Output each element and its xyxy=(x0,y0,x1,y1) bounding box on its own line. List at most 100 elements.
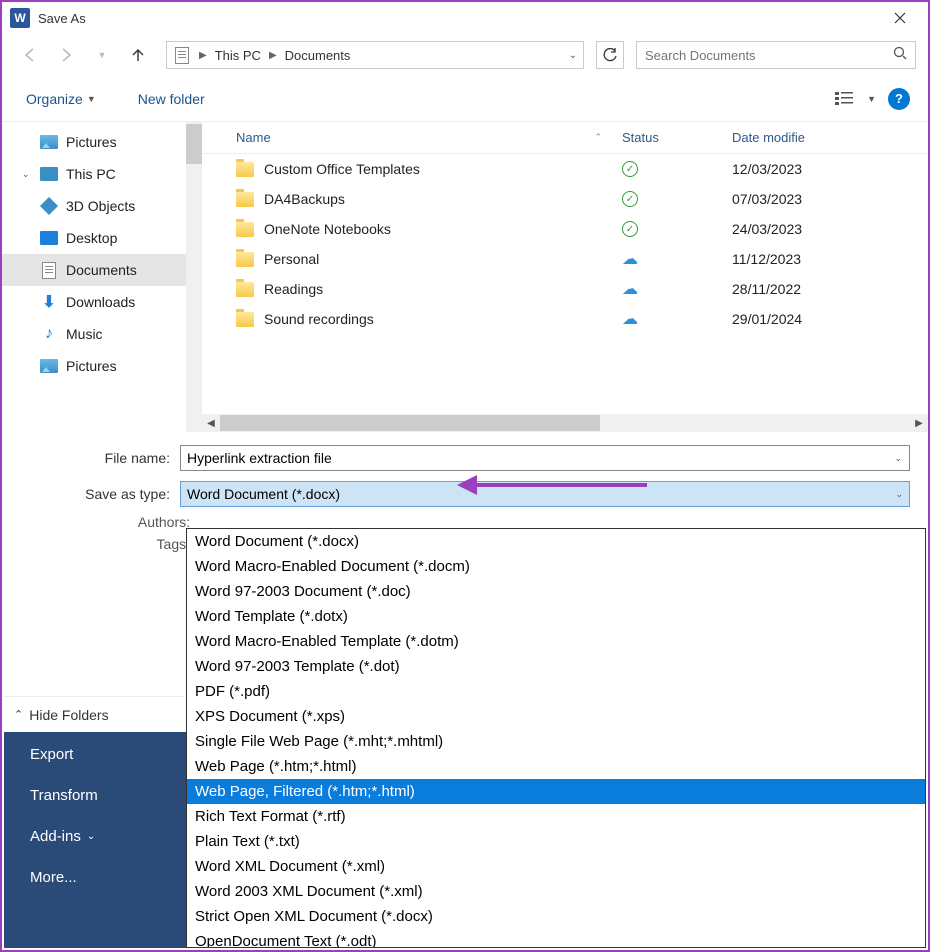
navigation-sidebar: Pictures ⌄ This PC 3D Objects Desktop Documen… xyxy=(2,122,202,432)
column-status[interactable]: Status xyxy=(622,130,732,145)
search-box[interactable] xyxy=(636,41,916,69)
close-button[interactable] xyxy=(880,2,920,34)
file-row[interactable]: Readings☁28/11/2022 xyxy=(202,274,928,304)
sidebar-item-desktop[interactable]: Desktop xyxy=(2,222,202,254)
sidebar-item-this-pc[interactable]: ⌄ This PC xyxy=(2,158,202,190)
forward-button[interactable] xyxy=(50,39,82,71)
back-button[interactable] xyxy=(14,39,46,71)
organize-label: Organize xyxy=(26,91,83,107)
help-button[interactable]: ? xyxy=(888,88,910,110)
type-option[interactable]: Word 97-2003 Document (*.doc) xyxy=(187,579,925,604)
column-date[interactable]: Date modifie xyxy=(732,130,928,145)
sidebar-item-label: Pictures xyxy=(66,134,117,150)
folder-icon xyxy=(236,252,254,267)
sidebar-item-pictures[interactable]: Pictures xyxy=(2,350,202,382)
hide-folders-label: Hide Folders xyxy=(29,707,108,723)
sidebar-item-pictures[interactable]: Pictures xyxy=(2,126,202,158)
file-row[interactable]: Personal☁11/12/2023 xyxy=(202,244,928,274)
scroll-left-icon[interactable]: ◀ xyxy=(202,418,220,429)
sidebar-item-label: Desktop xyxy=(66,230,117,246)
newfolder-label: New folder xyxy=(138,91,205,107)
type-option[interactable]: Word Document (*.docx) xyxy=(187,529,925,554)
file-row[interactable]: Custom Office Templates✓12/03/2023 xyxy=(202,154,928,184)
up-button[interactable] xyxy=(122,39,154,71)
backstage-panel: Export Transform Add-ins⌄ More... xyxy=(4,732,186,948)
sidebar-item-label: Downloads xyxy=(66,294,135,310)
organize-menu[interactable]: Organize▼ xyxy=(20,87,102,111)
3d-icon xyxy=(40,197,58,215)
type-option[interactable]: Word XML Document (*.xml) xyxy=(187,854,925,879)
type-option[interactable]: Web Page, Filtered (*.htm;*.html) xyxy=(187,779,925,804)
status-cloud-icon: ☁ xyxy=(622,279,638,299)
file-row[interactable]: Sound recordings☁29/01/2024 xyxy=(202,304,928,334)
type-option[interactable]: Word 97-2003 Template (*.dot) xyxy=(187,654,925,679)
expand-icon: ⌄ xyxy=(22,169,32,180)
sidebar-item-downloads[interactable]: ⬇ Downloads xyxy=(2,286,202,318)
status-cloud-icon: ☁ xyxy=(622,249,638,269)
backstage-more[interactable]: More... xyxy=(4,857,186,898)
sidebar-item-3d-objects[interactable]: 3D Objects xyxy=(2,190,202,222)
breadcrumb-current[interactable]: Documents xyxy=(279,42,357,68)
type-option[interactable]: PDF (*.pdf) xyxy=(187,679,925,704)
sidebar-item-documents[interactable]: Documents xyxy=(2,254,202,286)
saveastype-select[interactable]: Word Document (*.docx) ⌄ xyxy=(180,481,910,507)
file-name: Sound recordings xyxy=(264,311,374,327)
sidebar-scrollbar[interactable] xyxy=(186,122,202,432)
tags-label: Tags: xyxy=(157,536,190,552)
chevron-down-icon: ⌄ xyxy=(895,489,903,500)
type-option[interactable]: Plain Text (*.txt) xyxy=(187,829,925,854)
scrollbar-thumb[interactable] xyxy=(186,124,202,164)
scroll-thumb[interactable] xyxy=(220,415,600,431)
file-row[interactable]: OneNote Notebooks✓24/03/2023 xyxy=(202,214,928,244)
scroll-right-icon[interactable]: ▶ xyxy=(910,418,928,429)
file-row[interactable]: DA4Backups✓07/03/2023 xyxy=(202,184,928,214)
refresh-button[interactable] xyxy=(596,41,624,69)
breadcrumb-dropdown[interactable]: ⌄ xyxy=(563,50,583,61)
search-input[interactable] xyxy=(645,48,893,63)
dialog-toolbar: Organize▼ New folder ▼ ? xyxy=(2,76,928,122)
music-icon: ♪ xyxy=(40,325,58,343)
type-option[interactable]: Web Page (*.htm;*.html) xyxy=(187,754,925,779)
body-split: Pictures ⌄ This PC 3D Objects Desktop Documen… xyxy=(2,122,928,432)
breadcrumb-root[interactable]: This PC xyxy=(209,42,267,68)
recent-dropdown[interactable]: ▼ xyxy=(86,39,118,71)
sort-indicator-icon: ⌃ xyxy=(594,132,602,143)
backstage-export[interactable]: Export xyxy=(4,746,186,775)
dl-icon: ⬇ xyxy=(40,293,58,311)
filename-history-dropdown[interactable]: ⌄ xyxy=(894,453,902,464)
backstage-transform[interactable]: Transform xyxy=(4,775,186,816)
folder-icon xyxy=(236,312,254,327)
type-option[interactable]: Rich Text Format (*.rtf) xyxy=(187,804,925,829)
document-location-icon xyxy=(171,44,193,66)
titlebar: W Save As xyxy=(2,2,928,34)
type-option[interactable]: Word 2003 XML Document (*.xml) xyxy=(187,879,925,904)
column-name[interactable]: Name⌃ xyxy=(202,130,622,145)
type-option[interactable]: Word Macro-Enabled Template (*.dotm) xyxy=(187,629,925,654)
type-option[interactable]: XPS Document (*.xps) xyxy=(187,704,925,729)
saveastype-value: Word Document (*.docx) xyxy=(187,486,340,502)
type-option[interactable]: Word Macro-Enabled Document (*.docm) xyxy=(187,554,925,579)
breadcrumb-bar[interactable]: ▶ This PC ▶ Documents ⌄ xyxy=(166,41,584,69)
view-dropdown[interactable]: ▼ xyxy=(867,94,876,104)
type-option[interactable]: Strict Open XML Document (*.docx) xyxy=(187,904,925,929)
chevron-up-icon: ⌃ xyxy=(14,708,23,721)
type-option[interactable]: Single File Web Page (*.mht;*.mhtml) xyxy=(187,729,925,754)
saveastype-dropdown-list[interactable]: Word Document (*.docx)Word Macro-Enabled… xyxy=(186,528,926,948)
type-option[interactable]: Word Template (*.dotx) xyxy=(187,604,925,629)
scroll-track[interactable] xyxy=(220,415,910,431)
hide-folders-toggle[interactable]: ⌃ Hide Folders xyxy=(4,696,184,732)
sidebar-item-label: This PC xyxy=(66,166,116,182)
file-date: 28/11/2022 xyxy=(732,281,928,297)
type-option[interactable]: OpenDocument Text (*.odt) xyxy=(187,929,925,948)
sidebar-item-label: Music xyxy=(66,326,103,342)
view-options-button[interactable] xyxy=(829,86,863,112)
file-name: Custom Office Templates xyxy=(264,161,420,177)
backstage-addins[interactable]: Add-ins⌄ xyxy=(4,816,186,857)
folder-icon xyxy=(236,162,254,177)
filename-input[interactable] xyxy=(180,445,910,471)
horizontal-scrollbar[interactable]: ◀ ▶ xyxy=(202,414,928,432)
new-folder-button[interactable]: New folder xyxy=(132,87,211,111)
sidebar-item-music[interactable]: ♪ Music xyxy=(2,318,202,350)
search-icon xyxy=(893,46,907,65)
folder-icon xyxy=(236,282,254,297)
